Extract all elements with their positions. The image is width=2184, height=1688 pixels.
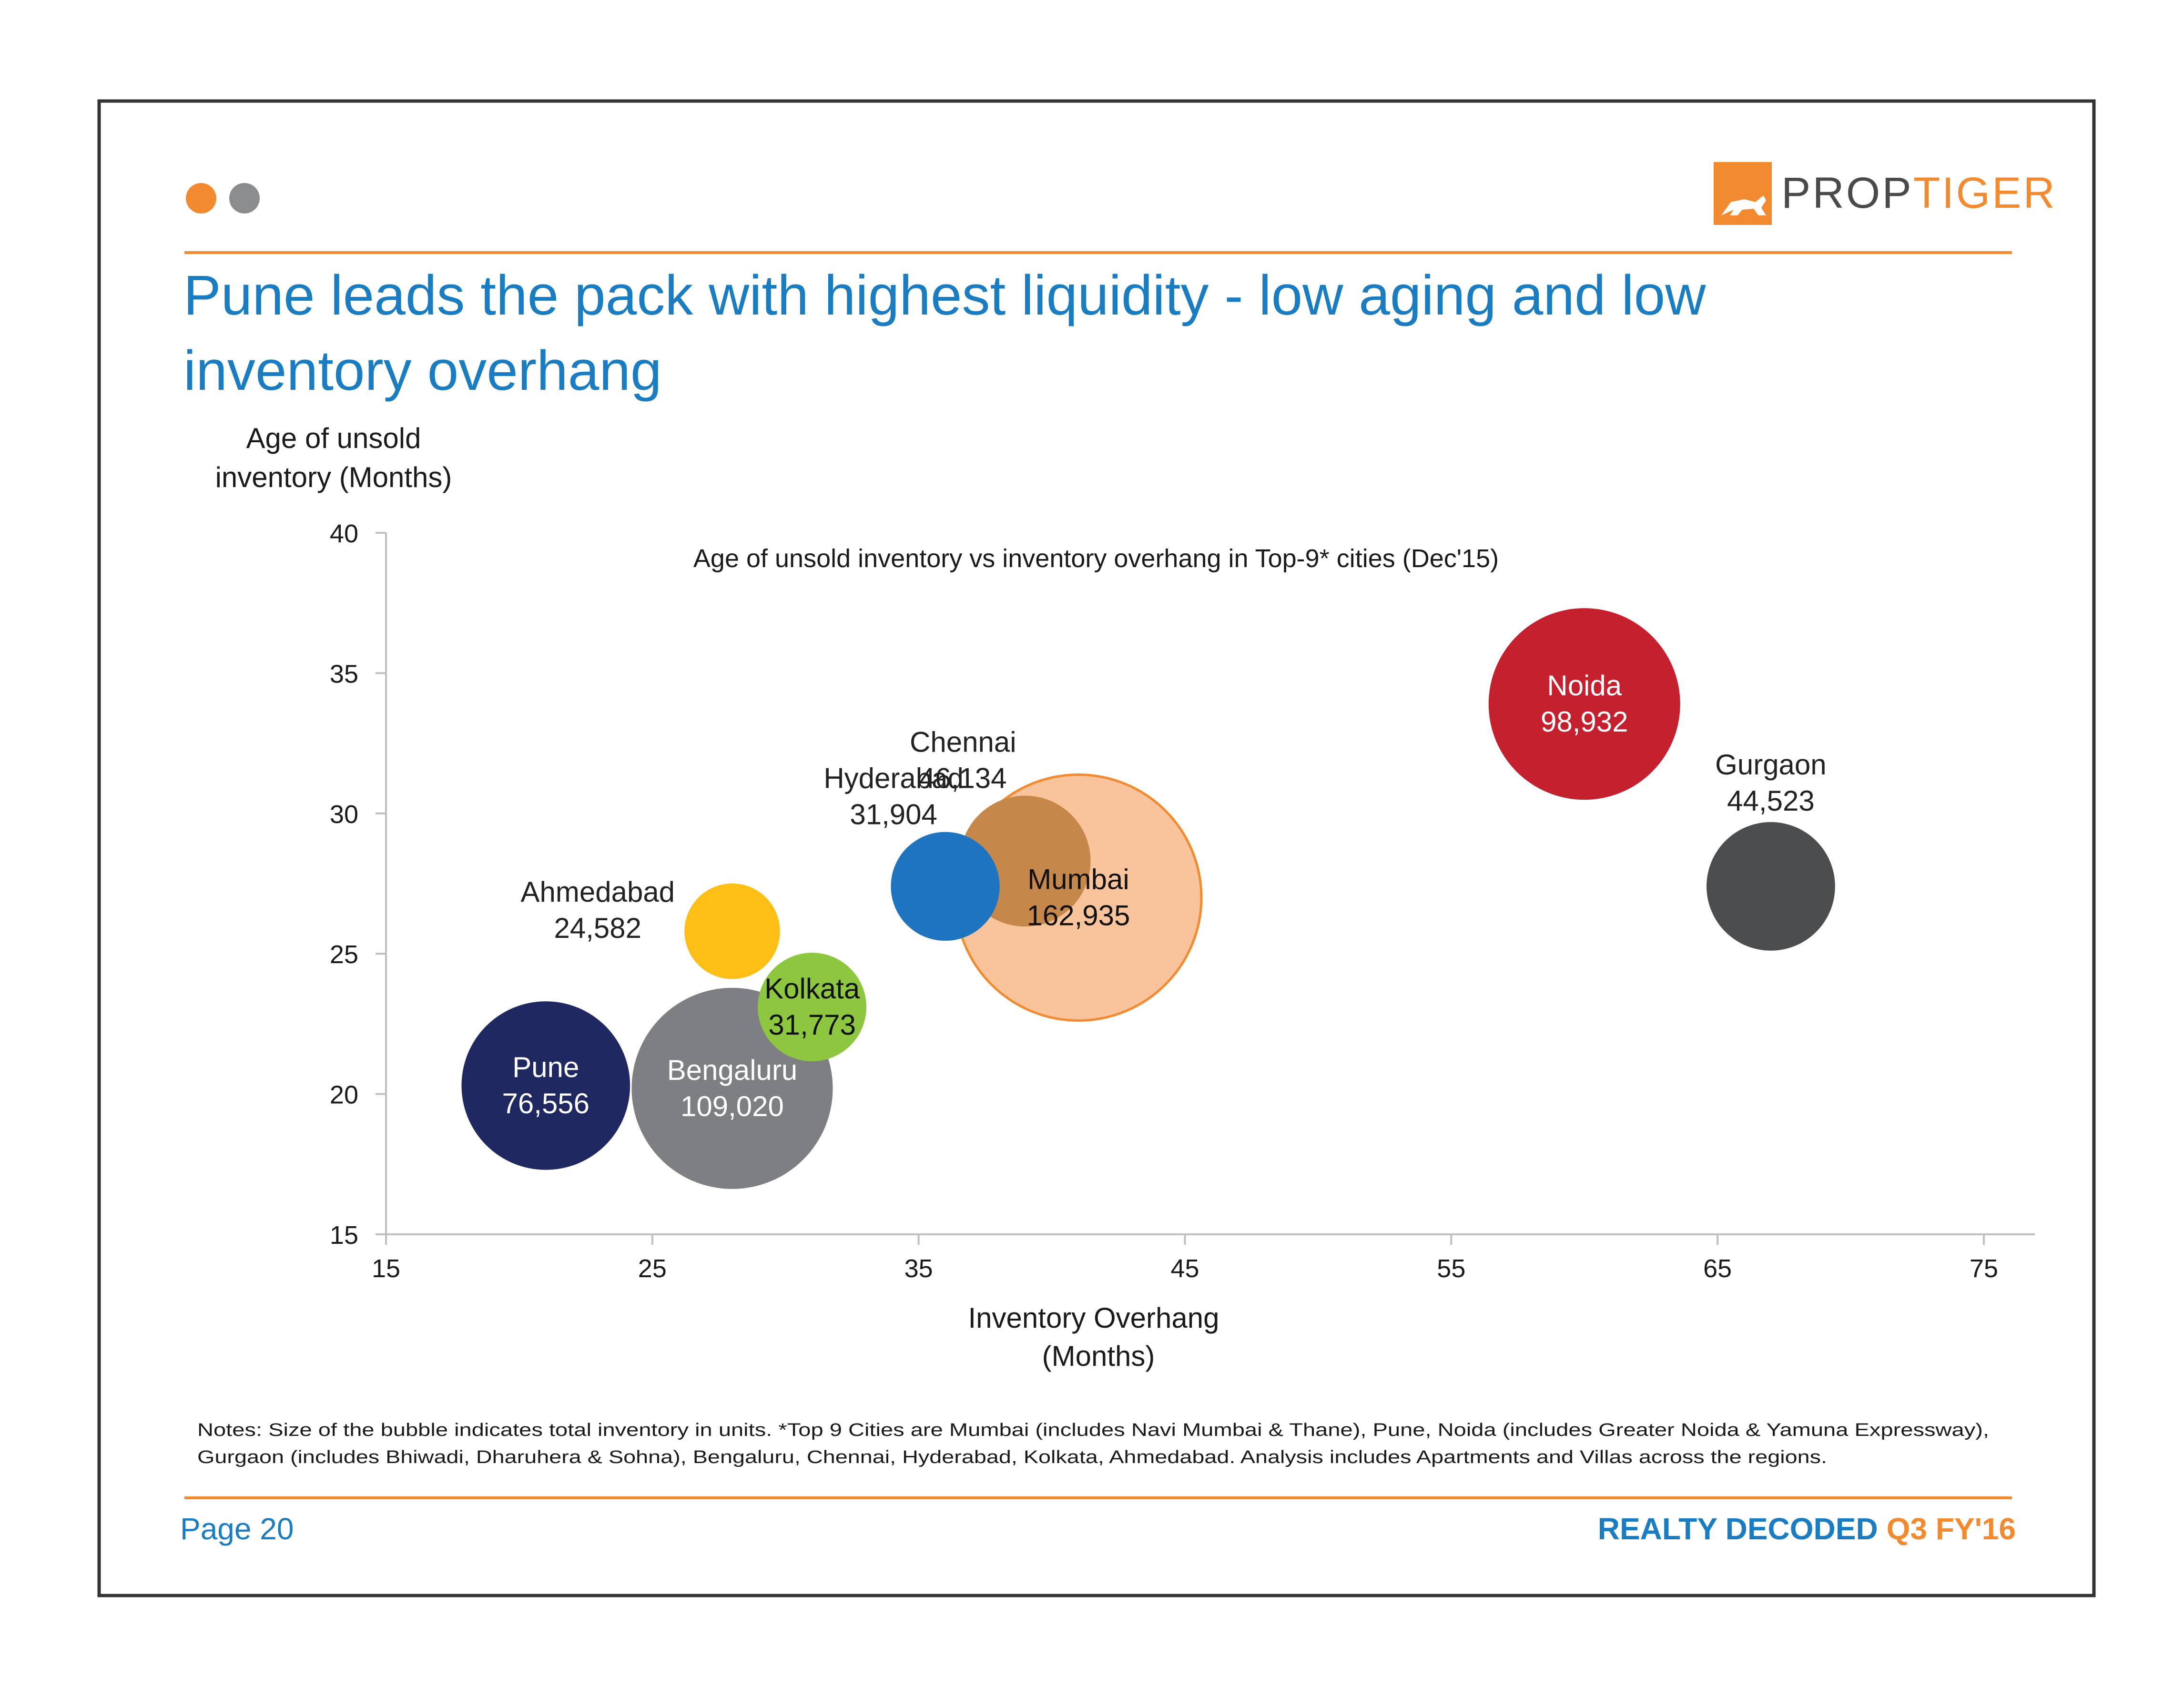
bubble-label-chennai: Chennai xyxy=(910,726,1016,758)
y-tick-label-40: 40 xyxy=(330,519,358,548)
orange-dot-icon xyxy=(186,183,216,214)
page-frame xyxy=(97,99,2096,1597)
y-tick-label-35: 35 xyxy=(330,660,358,688)
bubble-label-noida: Noida xyxy=(1547,670,1622,702)
y-axis-label-line2: inventory (Months) xyxy=(215,461,452,493)
proptiger-logo: PROPTIGER xyxy=(1714,162,2057,225)
bubble-gurgaon xyxy=(1707,822,1835,951)
bubble-value-chennai: 46,134 xyxy=(919,763,1007,794)
page-title-line2: inventory overhang xyxy=(183,339,662,402)
x-tick-label-35: 35 xyxy=(904,1254,933,1283)
x-tick-label-15: 15 xyxy=(372,1254,400,1283)
bubble-value-ahmedabad: 24,582 xyxy=(554,912,642,944)
x-axis-label-line1: Inventory Overhang xyxy=(968,1302,1219,1334)
bubble-pune xyxy=(461,1001,630,1170)
bubble-value-kolkata: 31,773 xyxy=(768,1009,856,1041)
bubble-label-kolkata: Kolkata xyxy=(764,973,860,1005)
bubble-value-hyderabad: 31,904 xyxy=(850,799,937,831)
brand-tiger: TIGER xyxy=(1913,169,2057,217)
bubble-label-bengaluru: Bengaluru xyxy=(667,1054,798,1086)
bubble-noida xyxy=(1488,608,1680,800)
y-tick-label-15: 15 xyxy=(330,1221,358,1250)
x-tick-label-65: 65 xyxy=(1703,1254,1732,1283)
y-tick-label-25: 25 xyxy=(330,940,358,969)
bubble-label-ahmedabad: Ahmedabad xyxy=(520,876,675,908)
tiger-logo-icon xyxy=(1714,162,1772,225)
gray-dot-icon xyxy=(229,183,260,214)
bubble-kolkata xyxy=(758,953,867,1062)
bubble-value-noida: 98,932 xyxy=(1541,706,1628,738)
bubble-ahmedabad xyxy=(684,883,780,979)
report-period: Q3 FY'16 xyxy=(1887,1512,2016,1546)
y-tick-label-30: 30 xyxy=(330,800,358,829)
bubble-value-bengaluru: 109,020 xyxy=(681,1090,784,1122)
notes-line2: Gurgaon (includes Bhiwadi, Dharuhera & S… xyxy=(197,1447,1827,1467)
x-tick-label-25: 25 xyxy=(638,1254,667,1283)
page-number: Page 20 xyxy=(180,1512,294,1546)
x-tick-label-55: 55 xyxy=(1437,1254,1465,1283)
brand-prop: PROP xyxy=(1781,169,1913,217)
report-name: REALTY DECODED xyxy=(1598,1512,1878,1546)
tiger-silhouette-icon xyxy=(1721,195,1766,215)
bubble-chart: Age of unsold inventory (Months) Age of … xyxy=(215,422,2035,1372)
x-axis-label-line2: (Months) xyxy=(1042,1340,1155,1372)
y-axis-label-line1: Age of unsold xyxy=(246,422,421,454)
bubble-label-hyderabad: Hyderabad xyxy=(823,763,964,794)
bubble-label-mumbai: Mumbai xyxy=(1027,863,1129,895)
bubble-value-gurgaon: 44,523 xyxy=(1727,785,1815,817)
chart-title: Age of unsold inventory vs inventory ove… xyxy=(693,544,1499,573)
bubble-value-pune: 76,556 xyxy=(502,1088,590,1119)
bubble-hyderabad xyxy=(891,832,1000,941)
bubble-label-gurgaon: Gurgaon xyxy=(1715,749,1827,781)
page-title-line1: Pune leads the pack with highest liquidi… xyxy=(183,264,1706,327)
notes-line1: Notes: Size of the bubble indicates tota… xyxy=(197,1420,1989,1440)
bubble-label-pune: Pune xyxy=(512,1051,579,1083)
x-tick-label-45: 45 xyxy=(1170,1254,1199,1283)
y-tick-label-20: 20 xyxy=(330,1081,358,1109)
x-tick-label-75: 75 xyxy=(1970,1254,1998,1283)
bubble-value-mumbai: 162,935 xyxy=(1027,899,1130,931)
svg-text:PROPTIGER: PROPTIGER xyxy=(1781,169,2057,217)
